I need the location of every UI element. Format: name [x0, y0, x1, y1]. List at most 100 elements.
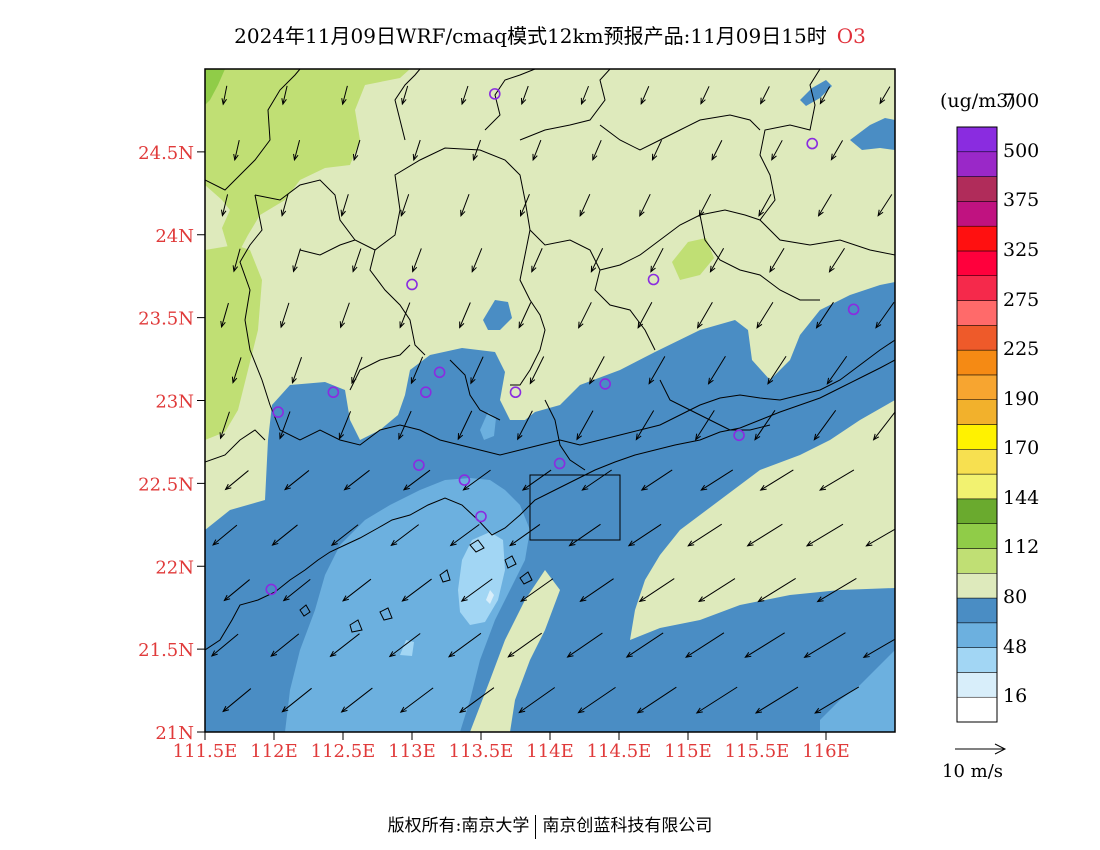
colorbar-swatch: [956, 176, 998, 202]
wind-arrow: [700, 86, 710, 105]
station-marker: [647, 273, 660, 286]
colorbar-swatch: [956, 523, 998, 549]
wind-arrow: [280, 194, 289, 217]
colorbar-unit: (ug/m3): [940, 90, 1016, 112]
wind-arrow: [279, 411, 291, 440]
wind-arrow: [566, 632, 603, 658]
station-marker: [553, 457, 566, 470]
station-marker: [272, 406, 284, 418]
field-16-48-se: [820, 650, 895, 732]
wind-arrow: [509, 524, 541, 547]
wind-arrow: [814, 686, 860, 714]
wind-arrow: [281, 687, 312, 713]
x-tick-label: 111.5E: [173, 741, 238, 762]
footer-copyright: 版权所有:南京大学 南京创蓝科技有限公司: [0, 811, 1100, 839]
wind-arrow: [399, 687, 434, 713]
colorbar-swatch: [956, 374, 998, 400]
wind-arrow: [410, 356, 424, 385]
colorbar-label: 80: [1003, 586, 1028, 609]
y-tick-label: 22N: [155, 557, 194, 578]
wind-arrow: [521, 469, 552, 491]
wind-arrow: [472, 139, 482, 162]
colorbar-swatch: [956, 696, 998, 723]
colorbar-swatch: [956, 622, 998, 648]
wind-arrow: [754, 686, 799, 714]
station-marker: [599, 378, 612, 390]
wind-arrow: [329, 633, 360, 658]
colorbar-label: 275: [1003, 288, 1040, 311]
wind-arrow: [449, 524, 480, 547]
wind-arrow: [700, 469, 734, 491]
colorbar-label: 190: [1003, 387, 1040, 410]
wind-arrow: [877, 194, 893, 217]
wind-arrow: [292, 248, 301, 273]
field-144-nw: [205, 69, 225, 105]
colorbar-swatch: [956, 573, 998, 599]
wind-arrow: [813, 410, 837, 441]
wind-arrow: [695, 686, 738, 714]
wind-arrow: [816, 578, 857, 603]
wind-arrow: [746, 523, 783, 547]
wind-arrow: [805, 523, 844, 547]
wind-arrow: [339, 302, 350, 329]
colorbar-swatch: [956, 250, 998, 276]
station-marker: [413, 459, 425, 471]
wind-arrow: [520, 578, 554, 602]
field-48-80-pocket: [483, 300, 512, 330]
x-tick-label: 114.5E: [587, 741, 652, 762]
field-0-16: [458, 532, 505, 625]
wind-arrow: [826, 355, 848, 385]
station-markers: [265, 88, 860, 596]
field-112-144-west: [205, 245, 262, 440]
wind-arrow: [589, 356, 605, 385]
wind-arrow: [461, 85, 469, 106]
station-marker: [733, 429, 745, 442]
y-tick-label: 24N: [155, 226, 194, 247]
wind-arrow: [640, 469, 673, 491]
wind-arrow: [212, 524, 238, 546]
x-tick-label: 116E: [802, 741, 850, 762]
wind-arrow: [709, 247, 725, 273]
wind-arrow: [531, 248, 543, 273]
wind-arrow: [625, 632, 664, 658]
wind-arrow: [210, 633, 239, 657]
colorbar-label: 112: [1003, 536, 1040, 559]
wind-arrow: [578, 302, 592, 329]
field-48-80-ne: [850, 118, 895, 150]
wind-arrow: [232, 248, 241, 273]
wind-arrow: [220, 302, 229, 329]
field-lowest-spot: [486, 590, 494, 604]
wind-arrow: [233, 139, 240, 162]
wind-arrow: [754, 410, 776, 441]
wind-arrow: [592, 139, 602, 162]
colorbar-label: 500: [1003, 139, 1040, 162]
wind-arrow: [457, 410, 473, 441]
colorbar-swatch: [956, 151, 998, 177]
wind-arrow: [687, 523, 723, 547]
wind-arrow: [280, 302, 290, 329]
wind-arrow: [412, 139, 421, 162]
x-tick-label: 114E: [526, 741, 574, 762]
admin-boundaries: [205, 69, 895, 541]
wind-arrow: [576, 410, 594, 441]
colorbar-swatch: [956, 424, 998, 450]
x-tick-label: 112E: [250, 741, 298, 762]
y-tick-label: 22.5N: [138, 474, 194, 495]
station-marker: [406, 278, 418, 291]
wind-arrow: [518, 687, 556, 714]
wind-arrow: [518, 302, 532, 329]
wind-arrow: [343, 469, 370, 491]
wind-arrow: [293, 139, 301, 162]
colorbar-swatch: [956, 300, 998, 326]
wind-arrow: [330, 524, 359, 547]
wind-arrow: [862, 638, 895, 658]
wind-arrow: [865, 528, 895, 547]
colorbar-label: 48: [1003, 635, 1028, 658]
wind-arrow: [390, 524, 419, 547]
wind-arrow: [819, 86, 831, 105]
y-tick-label: 24.5N: [138, 143, 194, 164]
field-112-144-patch: [672, 238, 714, 280]
wind-arrow: [568, 523, 601, 547]
wind-arrow: [224, 470, 249, 491]
wind-arrow: [638, 578, 675, 603]
